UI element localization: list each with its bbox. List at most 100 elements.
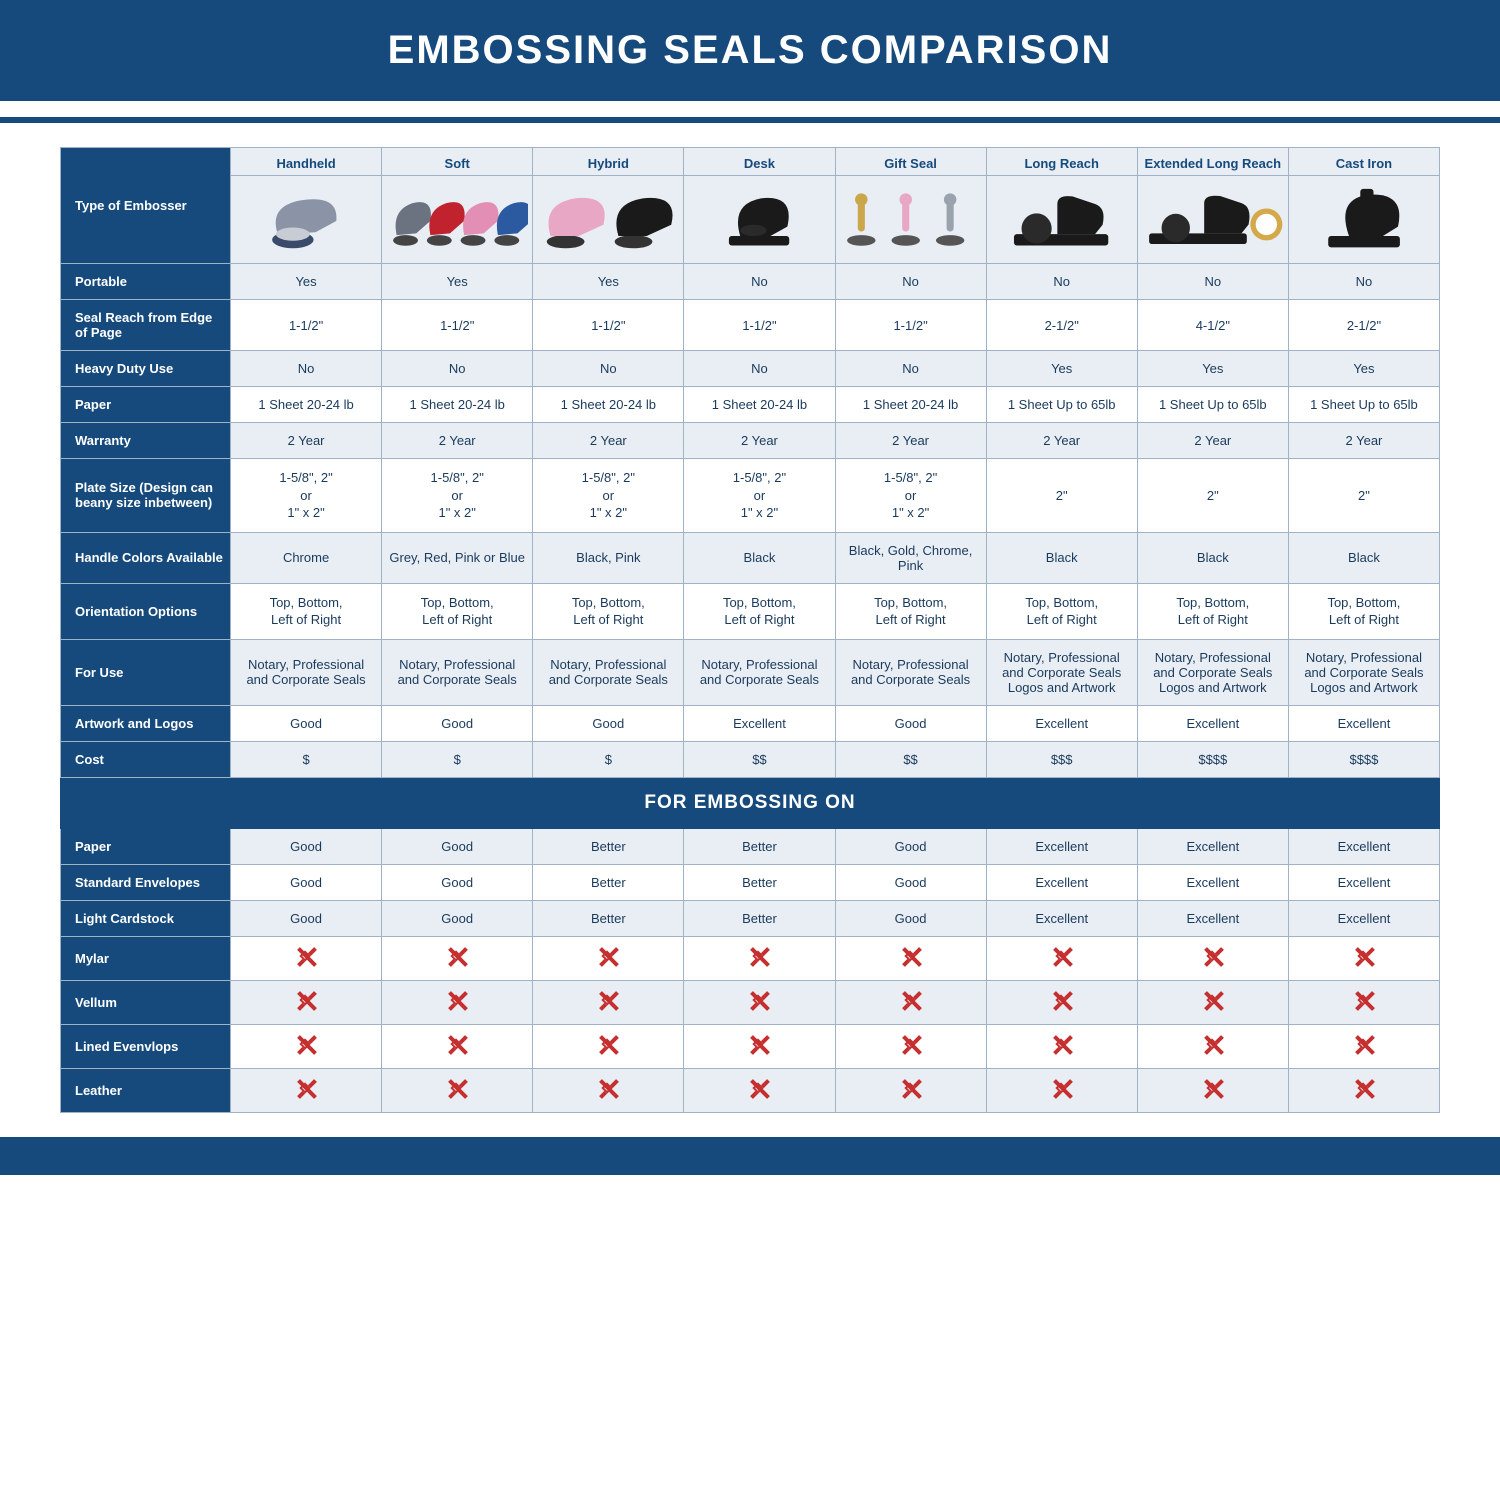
table-cell [986, 980, 1137, 1024]
not-recommended-icon [598, 947, 618, 967]
table-cell [231, 936, 382, 980]
not-recommended-icon [901, 947, 921, 967]
table-cell: Black [1288, 532, 1439, 583]
not-recommended-icon [1052, 947, 1072, 967]
table-cell: 1 Sheet 20-24 lb [231, 387, 382, 423]
table-cell: Good [835, 705, 986, 741]
table-cell [533, 980, 684, 1024]
table-cell: $ [382, 741, 533, 777]
table-cell: Top, Bottom,Left of Right [835, 583, 986, 639]
column-label: Handheld [235, 156, 377, 171]
row-label: Orientation Options [61, 583, 231, 639]
not-recommended-icon [598, 991, 618, 1011]
table-cell [835, 1068, 986, 1112]
table-cell: Yes [231, 264, 382, 300]
table-cell [382, 980, 533, 1024]
not-recommended-icon [1203, 991, 1223, 1011]
section-header: FOR EMBOSSING ON [61, 777, 1440, 828]
not-recommended-icon [1354, 1079, 1374, 1099]
row-label: Warranty [61, 423, 231, 459]
row-label: For Use [61, 639, 231, 705]
table-cell: Good [835, 900, 986, 936]
table-cell: Notary, Professional and Corporate Seals [835, 639, 986, 705]
table-cell: Good [533, 705, 684, 741]
footer-bar [0, 1137, 1500, 1175]
table-cell: $$$$ [1137, 741, 1288, 777]
table-cell: Yes [1288, 351, 1439, 387]
table-cell: Excellent [986, 705, 1137, 741]
column-header: Extended Long Reach [1137, 148, 1288, 176]
table-cell: 1-5/8", 2"or1" x 2" [684, 459, 835, 533]
row-label: Heavy Duty Use [61, 351, 231, 387]
not-recommended-icon [901, 1079, 921, 1099]
column-label: Long Reach [991, 156, 1133, 171]
column-label: Soft [386, 156, 528, 171]
not-recommended-icon [447, 947, 467, 967]
row-label: Paper [61, 828, 231, 864]
table-cell [231, 980, 382, 1024]
not-recommended-icon [1354, 1035, 1374, 1055]
table-cell: Better [533, 864, 684, 900]
table-cell: 1-1/2" [382, 300, 533, 351]
table-cell: 1-5/8", 2"or1" x 2" [835, 459, 986, 533]
table-cell: 2" [986, 459, 1137, 533]
not-recommended-icon [1052, 991, 1072, 1011]
page-title: EMBOSSING SEALS COMPARISON [0, 0, 1500, 101]
table-cell: Good [835, 864, 986, 900]
column-header: Handheld [231, 148, 382, 176]
table-cell: 1 Sheet 20-24 lb [835, 387, 986, 423]
row-label: Artwork and Logos [61, 705, 231, 741]
table-cell [986, 1068, 1137, 1112]
row-label: Mylar [61, 936, 231, 980]
table-cell: 2 Year [382, 423, 533, 459]
table-cell: Excellent [986, 900, 1137, 936]
table-cell: Black, Pink [533, 532, 684, 583]
table-cell: No [684, 264, 835, 300]
comparison-table: Type of Embosser HandheldSoftHybridDeskG… [60, 147, 1440, 1113]
table-cell: Yes [533, 264, 684, 300]
table-cell: $$$ [986, 741, 1137, 777]
table-cell: 2-1/2" [986, 300, 1137, 351]
not-recommended-icon [598, 1079, 618, 1099]
table-cell: Top, Bottom,Left of Right [684, 583, 835, 639]
table-cell: No [1137, 264, 1288, 300]
table-cell: Excellent [986, 864, 1137, 900]
column-label: Hybrid [537, 156, 679, 171]
not-recommended-icon [1052, 1035, 1072, 1055]
table-cell: Black, Gold, Chrome, Pink [835, 532, 986, 583]
table-cell: $$ [835, 741, 986, 777]
table-cell: $ [231, 741, 382, 777]
table-cell: 1 Sheet 20-24 lb [382, 387, 533, 423]
column-header: Hybrid [533, 148, 684, 176]
cast-iron-embosser-icon [1288, 176, 1439, 264]
table-cell: 2-1/2" [1288, 300, 1439, 351]
row-label: Portable [61, 264, 231, 300]
table-cell: Black [684, 532, 835, 583]
table-cell: 1-5/8", 2"or1" x 2" [231, 459, 382, 533]
row-label: Seal Reach from Edge of Page [61, 300, 231, 351]
not-recommended-icon [296, 947, 316, 967]
table-cell: 4-1/2" [1137, 300, 1288, 351]
column-header: Cast Iron [1288, 148, 1439, 176]
row-label: Handle Colors Available [61, 532, 231, 583]
table-cell [382, 1024, 533, 1068]
row-label: Vellum [61, 980, 231, 1024]
table-cell: Good [231, 864, 382, 900]
table-cell: Better [684, 828, 835, 864]
table-cell: Notary, Professional and Corporate Seals… [1288, 639, 1439, 705]
table-cell: Good [231, 705, 382, 741]
table-cell: Yes [986, 351, 1137, 387]
table-cell: 1 Sheet 20-24 lb [684, 387, 835, 423]
table-cell: 2 Year [231, 423, 382, 459]
table-cell: 1-5/8", 2"or1" x 2" [533, 459, 684, 533]
table-cell: $ [533, 741, 684, 777]
table-cell [1137, 1024, 1288, 1068]
table-cell: Notary, Professional and Corporate Seals [231, 639, 382, 705]
table-cell: Good [231, 828, 382, 864]
table-cell: Notary, Professional and Corporate Seals [533, 639, 684, 705]
row-label: Plate Size (Design can beany size inbetw… [61, 459, 231, 533]
table-cell [231, 1068, 382, 1112]
row-label: Leather [61, 1068, 231, 1112]
not-recommended-icon [1354, 947, 1374, 967]
table-cell: 2 Year [1288, 423, 1439, 459]
